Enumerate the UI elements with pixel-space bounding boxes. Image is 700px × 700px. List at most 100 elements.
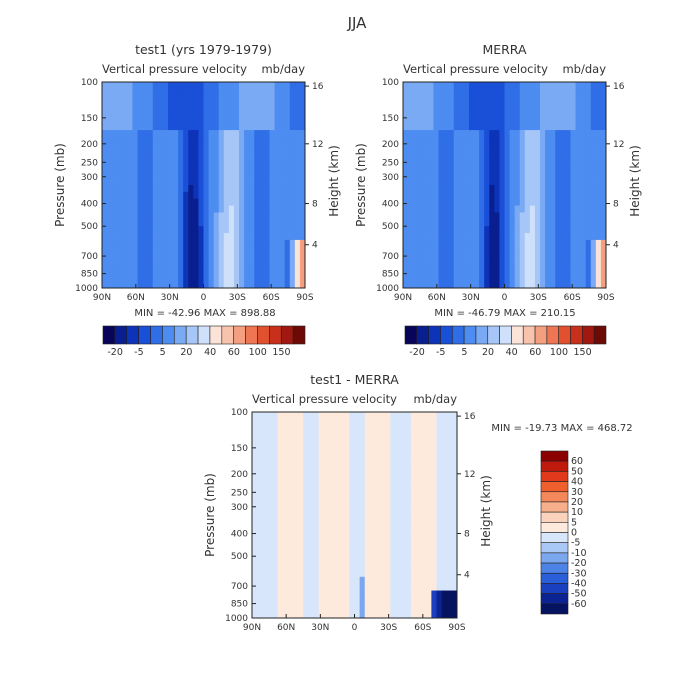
heatmap-cell <box>178 253 184 261</box>
heatmap-cell <box>529 102 536 110</box>
heatmap-cell <box>474 185 480 193</box>
heatmap-cell <box>534 219 541 227</box>
heatmap-cell <box>183 116 189 124</box>
heatmap-cell <box>267 583 273 591</box>
heatmap-cell <box>107 191 113 200</box>
heatmap-cell <box>395 528 402 536</box>
heatmap-cell <box>489 164 495 172</box>
heatmap-cell <box>137 226 144 234</box>
heatmap-cell <box>173 253 179 261</box>
heatmap-cell <box>540 185 546 193</box>
heatmap-cell <box>380 597 386 605</box>
heatmap-cell <box>339 611 345 619</box>
heatmap-cell <box>413 219 419 227</box>
heatmap-cell <box>595 253 602 261</box>
heatmap-cell <box>233 239 240 248</box>
heatmap-cell <box>590 102 597 110</box>
heatmap-cell <box>208 157 215 165</box>
heatmap-cell <box>303 549 309 557</box>
heatmap-cell <box>137 150 144 158</box>
heatmap-cell <box>287 412 294 420</box>
colorbar-box <box>540 572 569 584</box>
heatmap-cell <box>529 205 536 213</box>
heatmap-cell <box>499 123 505 131</box>
heatmap-cell <box>228 246 235 255</box>
heatmap-cell <box>590 198 597 206</box>
heatmap-cell <box>463 143 470 152</box>
heatmap-cell <box>438 157 444 165</box>
heatmap-cell <box>408 109 414 117</box>
heatmap-cell <box>117 219 123 227</box>
heatmap-cell <box>303 480 309 488</box>
heatmap-cell <box>117 82 123 90</box>
heatmap-cell <box>540 212 546 220</box>
heatmap-cell <box>369 604 376 612</box>
heatmap-cell <box>112 95 118 103</box>
heatmap-cell <box>293 425 299 433</box>
heatmap-cell <box>193 274 199 282</box>
heatmap-cell <box>519 198 526 206</box>
heatmap-cell <box>489 95 495 103</box>
heatmap-cell <box>294 116 301 124</box>
heatmap-cell <box>423 150 429 158</box>
heatmap-cell <box>364 528 371 536</box>
heatmap-cell <box>334 439 340 447</box>
heatmap-cell <box>499 267 505 275</box>
heatmap-cell <box>446 508 453 516</box>
heatmap-cell <box>375 473 381 482</box>
heatmap-cell <box>458 143 465 152</box>
heatmap-cell <box>132 233 138 241</box>
heatmap-cell <box>233 233 240 241</box>
heatmap-cell <box>405 597 412 605</box>
heatmap-cell <box>474 164 480 172</box>
heatmap-cell <box>257 521 263 530</box>
heatmap-cell <box>262 412 268 420</box>
heatmap-cell <box>188 136 194 145</box>
heatmap-cell <box>228 219 235 227</box>
heatmap-cell <box>458 185 465 193</box>
heatmap-cell <box>127 164 133 172</box>
heatmap-cell <box>433 143 439 152</box>
heatmap-cell <box>284 82 291 90</box>
heatmap-cell <box>489 239 495 248</box>
heatmap-cell <box>504 191 510 200</box>
heatmap-cell <box>519 171 526 179</box>
heatmap-cell <box>413 150 419 158</box>
heatmap-cell <box>580 143 587 152</box>
heatmap-cell <box>410 439 417 447</box>
heatmap-cell <box>390 501 396 509</box>
heatmap-cell <box>403 123 409 131</box>
heatmap-cell <box>545 82 551 90</box>
heatmap-cell <box>249 171 255 179</box>
heatmap-cell <box>218 212 225 220</box>
heatmap-cell <box>565 191 571 200</box>
heatmap-cell <box>453 88 460 97</box>
heatmap-cell <box>267 439 273 447</box>
heatmap-cell <box>112 239 118 248</box>
heatmap-cell <box>423 185 429 193</box>
heatmap-cell <box>509 239 516 248</box>
heatmap-cell <box>137 102 144 110</box>
heatmap-cell <box>570 246 576 255</box>
heatmap-cell <box>272 542 279 550</box>
heatmap-cell <box>269 95 275 103</box>
heatmap-cell <box>403 88 409 97</box>
heatmap-cell <box>117 233 123 241</box>
heatmap-cell <box>269 130 275 138</box>
heatmap-cell <box>534 143 541 152</box>
heatmap-cell <box>433 274 439 282</box>
heatmap-cell <box>287 439 294 447</box>
heatmap-cell <box>259 150 265 158</box>
heatmap-cell <box>514 267 521 275</box>
y2-axis-label: Height (km) <box>327 145 341 216</box>
heatmap-cell <box>390 412 396 420</box>
heatmap-cell <box>479 239 485 248</box>
heatmap-cell <box>380 549 386 557</box>
heatmap-cell <box>269 219 275 227</box>
heatmap-cell <box>474 95 480 103</box>
heatmap-cell <box>223 178 230 186</box>
heatmap-cell <box>463 281 470 289</box>
colorbar: -20 -5 5 20 40 60 100 150 <box>404 325 607 358</box>
heatmap-cell <box>534 130 541 138</box>
heatmap-cell <box>274 267 281 275</box>
